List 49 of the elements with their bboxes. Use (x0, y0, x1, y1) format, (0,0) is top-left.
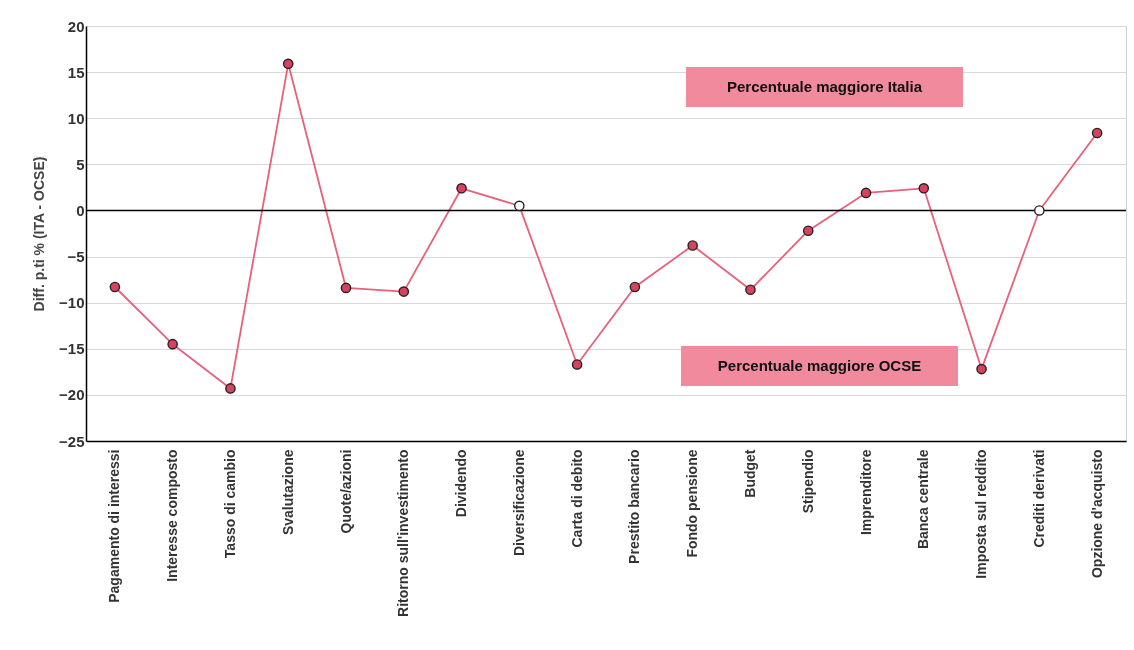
y-tick-label: −15 (59, 340, 85, 358)
x-tick-label: Banca centrale (915, 449, 932, 550)
y-tick-label: −10 (59, 294, 85, 312)
x-tick-label: Fondo pensione (684, 449, 701, 558)
point (282, 58, 294, 70)
point (571, 359, 583, 370)
point (976, 363, 987, 375)
point (687, 240, 698, 251)
point (456, 183, 467, 194)
point (918, 183, 930, 194)
x-tick-label: Prestito bancario (626, 449, 643, 564)
x-tick-label: Crediti derivati (1030, 449, 1047, 548)
x-tick-label: Svalutazione (279, 449, 296, 536)
point (629, 281, 641, 293)
x-tick-label: Dividendo (453, 449, 470, 518)
x-tick-label: Imposta sul reddito (973, 449, 990, 579)
x-tick-label: Diversificazione (510, 449, 527, 557)
point (398, 286, 410, 297)
y-tick-label: 10 (67, 109, 85, 127)
x-tick-label: Budget (741, 449, 758, 498)
x-tick-label: Pagamento di interessi (106, 449, 123, 603)
y-axis-title: Diff. p.ti % (ITA - OCSE) (31, 156, 48, 312)
point (860, 187, 872, 199)
point (745, 284, 756, 296)
y-tick-label: 0 (76, 201, 85, 219)
x-tick-label: Opzione d'acquisto (1088, 449, 1105, 579)
x-tick-label: Interesse composto (164, 449, 181, 582)
x-tick-label: Carta di debito (568, 449, 585, 548)
point (514, 200, 525, 212)
point (802, 225, 814, 237)
y-tick-label: −5 (67, 248, 85, 266)
point (1034, 205, 1045, 216)
point (109, 281, 121, 293)
point (340, 282, 352, 294)
x-tick-label: Ritorno sull'investimento (395, 449, 412, 617)
y-tick-label: 5 (76, 155, 85, 173)
x-tick-label: Quote/azioni (337, 449, 354, 534)
x-tick-label: Stipendio (799, 449, 816, 514)
label-box: Percentuale maggiore OCSE (681, 346, 958, 386)
y-tick-label: −20 (59, 386, 85, 404)
y-tick-label: 20 (67, 17, 85, 35)
point (225, 383, 236, 394)
point (167, 338, 178, 350)
y-tick-label: −25 (59, 432, 85, 450)
x-tick-label: Tasso di cambio (221, 449, 238, 559)
x-tick-label: Imprenditore (857, 449, 874, 536)
y-tick-label: 15 (67, 63, 85, 81)
label-box: Percentuale maggiore Italia (686, 67, 963, 107)
point (1091, 127, 1103, 139)
